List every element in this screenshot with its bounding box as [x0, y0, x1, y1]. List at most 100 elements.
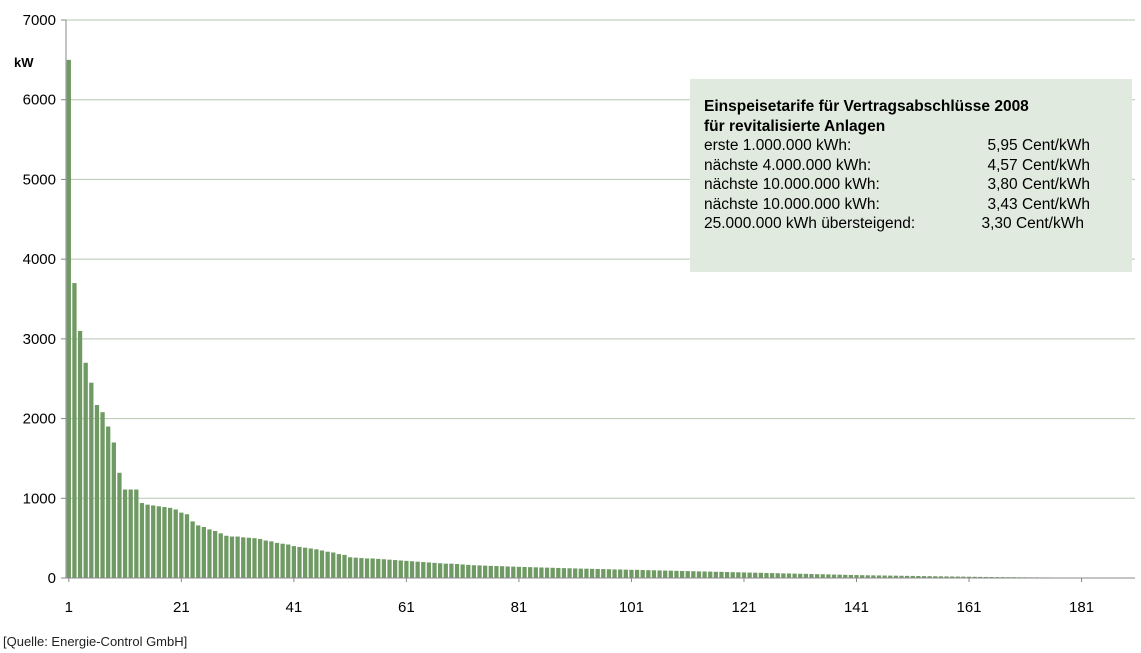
tariff-row: 25.000.000 kWh übersteigend: 3,30 Cent/k… — [704, 214, 1132, 234]
bar — [730, 572, 735, 578]
bar — [606, 569, 612, 578]
y-tick-label: 4000 — [23, 251, 56, 268]
tariff-info-box: Einspeisetarife für Vertragsabschlüsse 2… — [690, 79, 1132, 272]
bar — [122, 489, 128, 578]
bar — [668, 570, 673, 578]
x-tick-label: 81 — [511, 599, 528, 616]
bar — [618, 569, 623, 578]
bar — [426, 562, 432, 578]
bar — [826, 574, 831, 578]
bar — [646, 570, 651, 578]
bar — [820, 574, 825, 578]
x-tick-label: 121 — [731, 599, 756, 616]
bar — [747, 572, 752, 578]
bar — [241, 537, 246, 578]
bar — [736, 572, 741, 578]
bar — [376, 558, 381, 578]
bar — [950, 576, 955, 578]
x-tick-label: 61 — [398, 599, 415, 616]
bar — [415, 561, 420, 578]
bar — [393, 560, 398, 578]
y-tick-label: 3000 — [23, 331, 56, 348]
x-tick-label: 41 — [286, 599, 303, 616]
bar — [460, 564, 465, 578]
bar — [235, 536, 240, 578]
bar — [955, 576, 960, 578]
bar — [696, 571, 702, 578]
bar — [938, 576, 944, 578]
bar — [516, 566, 522, 578]
tariff-row: erste 1.000.000 kWh: 5,95 Cent/kWh — [704, 136, 1132, 156]
bar — [859, 575, 865, 578]
bar — [921, 576, 927, 578]
bar — [798, 573, 803, 578]
bar — [933, 576, 938, 578]
bar — [364, 558, 370, 578]
x-tick-label: 161 — [957, 599, 982, 616]
bar — [212, 530, 218, 578]
tariff-row: nächste 10.000.000 kWh: 3,80 Cent/kWh — [704, 175, 1132, 195]
bar — [83, 362, 88, 578]
bar — [432, 562, 437, 578]
bar — [488, 565, 493, 578]
bar — [882, 575, 887, 578]
bar — [944, 576, 949, 578]
bar — [466, 564, 471, 578]
bar — [218, 533, 223, 578]
bar — [623, 569, 628, 578]
bar — [511, 566, 516, 578]
bar — [814, 574, 820, 578]
bar — [66, 59, 71, 579]
bar — [111, 442, 116, 578]
bar — [753, 572, 758, 578]
bar — [848, 574, 854, 578]
bar — [421, 562, 426, 578]
tariff-row-label: nächste 4.000.000 kWh: — [704, 156, 872, 174]
y-tick-label: 7000 — [23, 12, 56, 29]
bar — [404, 560, 409, 578]
bar — [331, 552, 336, 578]
bar — [325, 551, 330, 578]
bar — [224, 535, 229, 578]
bar — [499, 566, 505, 578]
bar — [196, 525, 201, 578]
bar — [106, 426, 111, 578]
bar — [708, 571, 713, 578]
bar — [263, 540, 268, 578]
bar — [77, 330, 83, 578]
y-tick-label: 6000 — [23, 92, 56, 109]
bar — [167, 507, 173, 578]
tariff-row-value: 3,30 Cent/kWh — [981, 215, 1084, 232]
bar — [533, 567, 538, 578]
bar — [522, 566, 527, 578]
bar — [297, 546, 302, 578]
bar — [151, 505, 156, 578]
bar — [803, 573, 808, 578]
bar — [550, 567, 555, 578]
bar — [978, 576, 983, 578]
bar — [792, 573, 797, 578]
tariff-row-label: nächste 10.000.000 kWh: — [704, 176, 880, 193]
bar — [291, 546, 297, 578]
bar — [398, 560, 403, 578]
bar — [657, 570, 662, 578]
bar — [786, 573, 792, 578]
bar — [336, 554, 342, 578]
bar — [556, 567, 561, 578]
bar — [72, 283, 77, 578]
bar — [651, 570, 657, 578]
bar — [893, 575, 899, 578]
bar — [629, 569, 634, 578]
bar — [370, 558, 375, 578]
bar — [865, 575, 870, 578]
bar — [584, 568, 589, 578]
bar — [888, 575, 893, 578]
bar — [741, 572, 747, 578]
x-tick-label: 21 — [173, 599, 190, 616]
y-tick-label: 2000 — [23, 411, 56, 428]
y-tick-label: 5000 — [23, 171, 56, 188]
bar — [302, 547, 308, 578]
x-tick-label: 1 — [65, 599, 73, 616]
tariff-row-label: 25.000.000 kWh übersteigend: — [704, 215, 916, 232]
bar — [179, 512, 184, 578]
